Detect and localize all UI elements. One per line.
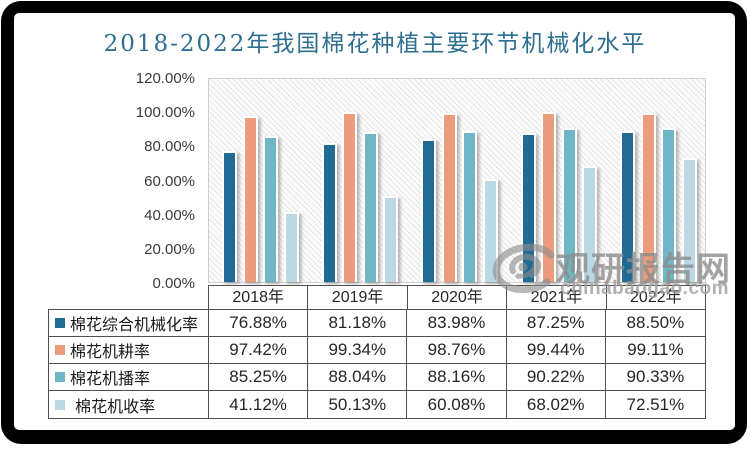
bar-棉花机播率-2018年 — [263, 136, 278, 282]
y-axis-tick-label: 0.00% — [152, 275, 195, 292]
bar-棉花综合机械化率-2022年 — [620, 131, 636, 282]
table-value-cell: 41.12% — [209, 391, 309, 418]
table-value-cell: 99.44% — [506, 337, 606, 364]
table-value-cell: 87.25% — [506, 310, 606, 337]
bar-棉花综合机械化率-2019年 — [321, 143, 337, 282]
data-table: 棉花综合机械化率 76.88% 81.18% 83.98% 87.25% 88.50% 棉花… — [48, 309, 706, 419]
bar-棉花机耕率-2019年 — [342, 112, 358, 282]
bar-棉花机耕率-2020年 — [441, 113, 457, 282]
legend-series-label: 棉花机耕率 — [70, 342, 151, 361]
bar-棉花机耕率-2021年 — [541, 112, 557, 282]
bar-棉花机收率-2018年 — [283, 212, 299, 282]
table-value-cell: 68.02% — [507, 391, 606, 418]
legend-cell: 棉花机耕率 — [49, 337, 209, 364]
table-value-cell: 99.34% — [308, 337, 408, 364]
table-value-cell: 88.50% — [605, 310, 705, 337]
legend-series-label: 棉花机收率 — [70, 396, 156, 416]
table-year-header-cell: 2019年 — [307, 286, 406, 309]
bar-棉花机耕率-2018年 — [242, 116, 258, 282]
table-value-cell: 60.08% — [407, 391, 507, 418]
y-axis-tick-label: 40.00% — [144, 206, 195, 224]
y-axis-tick-label: 80.00% — [144, 138, 195, 156]
legend-color-swatch-icon — [55, 372, 65, 382]
table-value-cell: 72.51% — [626, 394, 685, 414]
table-value-cell: 50.13% — [308, 391, 408, 418]
table-year-header-row: 2018年 2019年 2020年 2021年 2022年 — [208, 285, 706, 309]
legend-cell: 棉花机收率 — [49, 391, 209, 418]
table-value-cell: 85.25% — [209, 364, 309, 391]
chart-title: 2018-2022年我国棉花种植主要环节机械化水平 — [103, 31, 647, 57]
table-value-cell: 81.18% — [308, 310, 408, 337]
bar-棉花机收率-2021年 — [582, 166, 598, 282]
bar-棉花综合机械化率-2020年 — [421, 139, 437, 282]
bar-棉花机播率-2022年 — [661, 128, 677, 282]
legend-color-swatch-icon — [55, 399, 65, 410]
table-value-cell: 83.98% — [407, 310, 507, 337]
table-value-cell: 99.11% — [605, 337, 705, 364]
bar-棉花机收率-2022年 — [681, 158, 697, 282]
table-value-cell: 76.88% — [209, 310, 309, 337]
table-year-header-cell: 2021年 — [506, 286, 605, 309]
table-value-cell: 98.76% — [407, 337, 507, 364]
bar-棉花机播率-2019年 — [362, 132, 378, 282]
bar-棉花机播率-2020年 — [462, 131, 478, 282]
bar-棉花综合机械化率-2018年 — [222, 151, 237, 282]
legend-color-swatch-icon — [55, 318, 65, 328]
legend-series-label: 棉花机播率 — [70, 369, 151, 388]
legend-series-label: 棉花综合机械化率 — [70, 315, 199, 334]
y-axis-tick-label: 60.00% — [144, 172, 195, 190]
plot-area — [208, 78, 706, 283]
y-axis-tick-label: 120.00% — [135, 70, 195, 87]
table-value-cell: 97.42% — [209, 337, 309, 364]
table-year-header-cell: 2022年 — [605, 286, 705, 309]
legend-color-swatch-icon — [55, 345, 65, 355]
table-value-cell: 90.33% — [605, 364, 705, 391]
y-axis-tick-label: 20.00% — [144, 240, 195, 258]
table-year-header-cell: 2020年 — [406, 286, 506, 309]
table-value-cell: 88.04% — [308, 364, 408, 391]
table-value-cell: 88.16% — [407, 364, 507, 391]
bar-棉花机收率-2020年 — [482, 179, 498, 282]
legend-cell: 棉花综合机械化率 — [49, 310, 209, 337]
y-axis-tick-label: 100.00% — [135, 104, 195, 122]
legend-cell: 棉花机播率 — [49, 364, 209, 391]
bar-棉花机收率-2019年 — [383, 196, 399, 282]
bar-棉花综合机械化率-2021年 — [520, 133, 536, 282]
bar-棉花机播率-2021年 — [561, 128, 577, 282]
table-value-cell: 90.22% — [506, 364, 606, 391]
table-year-header-cell: 2018年 — [232, 289, 284, 306]
bar-棉花机耕率-2022年 — [640, 113, 656, 282]
